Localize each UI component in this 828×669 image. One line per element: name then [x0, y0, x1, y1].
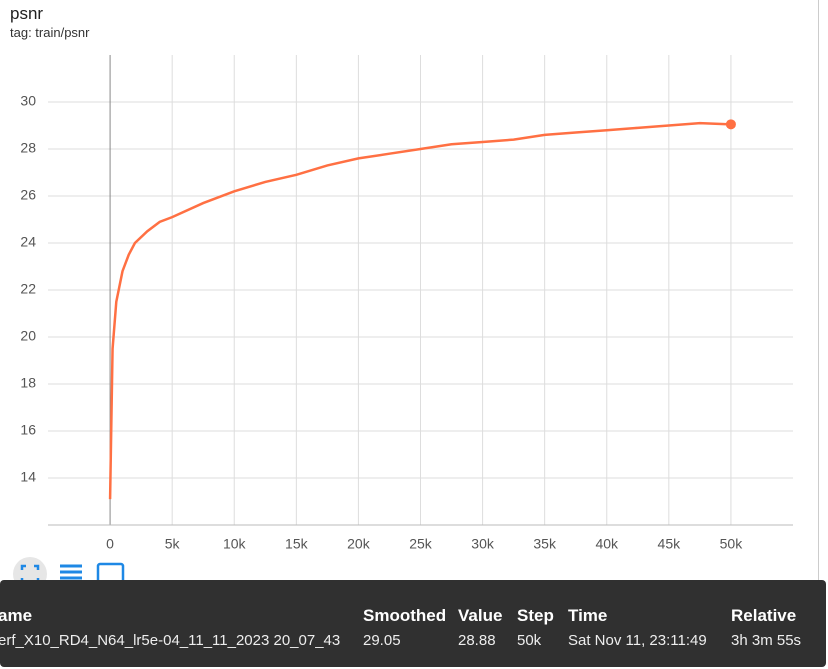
- x-tick-label: 10k: [223, 536, 247, 552]
- end-point: [725, 119, 736, 130]
- y-tick-label: 26: [20, 187, 36, 203]
- chart: 14 16 18 20 22 24 26 28 30 0 5k 10k 15k 20k 25k 30k 35k 4…: [20, 55, 793, 552]
- tooltip-header: Step: [517, 606, 554, 625]
- tooltip-header: Time: [568, 606, 608, 625]
- scrollbar: [818, 0, 819, 580]
- list-icon[interactable]: [60, 564, 82, 586]
- y-tick-label: 28: [20, 140, 36, 156]
- x-tick-label: 5k: [165, 536, 181, 552]
- tooltip-header: Relative: [731, 606, 797, 625]
- y-tick-label: 24: [20, 234, 36, 250]
- line: [108, 121, 731, 500]
- fit-icon[interactable]: [20, 564, 40, 584]
- x-tick-label: 15k: [285, 536, 309, 552]
- x-tick-label: 45k: [658, 536, 682, 552]
- tooltip: ame Smoothed Value Step Time Relative erf_X10_…: [0, 580, 826, 667]
- tooltip-cell: 3h 3m 55s: [731, 632, 802, 649]
- tooltip-cell: Sat Nov 11, 23:11:49: [568, 632, 707, 649]
- x-tick-label: 50k: [720, 536, 744, 552]
- y-tick-label: 22: [20, 281, 36, 297]
- tooltip-cell: 50k: [517, 632, 542, 649]
- chart-subtitle: tag: train/psnr: [10, 25, 90, 40]
- tooltip-cell: erf_X10_RD4_N64_lr5e-04_11_11_2023 20_07…: [0, 632, 341, 649]
- chart-title: psnr: [10, 4, 44, 23]
- y-tick-label: 16: [20, 422, 36, 438]
- y-tick-label: 18: [20, 375, 36, 391]
- y-tick-label: 30: [20, 93, 36, 109]
- y-tick-label: 20: [20, 328, 36, 344]
- tooltip-header: Value: [458, 606, 503, 625]
- x-tick-label: 0: [106, 536, 114, 552]
- x-tick-label: 25k: [409, 536, 433, 552]
- x-tick-label: 20k: [347, 536, 371, 552]
- tooltip-cell: 29.05: [363, 632, 401, 649]
- y-tick-label: 14: [20, 469, 36, 485]
- tooltip-cell: 28.88: [458, 632, 496, 649]
- x-tick-label: 40k: [595, 536, 619, 552]
- tooltip-header: Smoothed: [363, 606, 447, 625]
- tooltip-header: ame: [0, 606, 33, 625]
- x-tick-label: 30k: [471, 536, 495, 552]
- x-tick-label: 35k: [533, 536, 557, 552]
